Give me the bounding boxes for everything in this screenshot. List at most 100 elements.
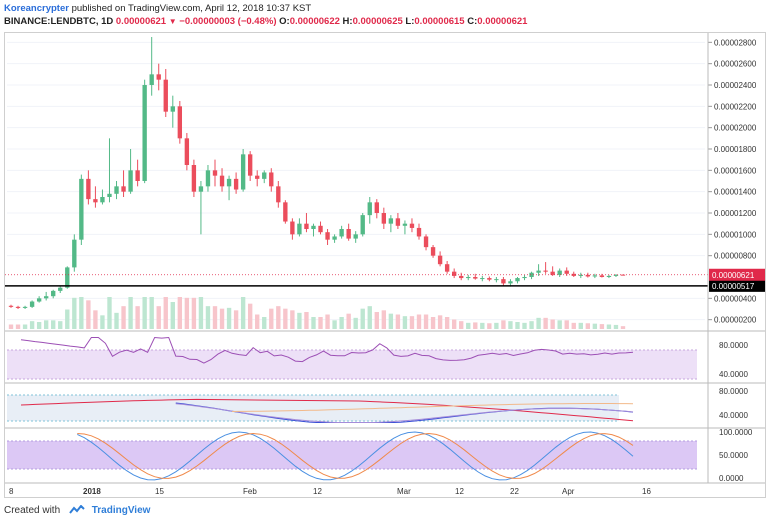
candle-body [269, 172, 274, 187]
indicator-pane[interactable]: 80.0000 40.0000 [5, 382, 765, 423]
time-axis-label: 8 [9, 487, 14, 496]
candle-body [198, 186, 204, 192]
volume-bar [353, 317, 358, 329]
candle-body [564, 270, 569, 274]
chart-canvas[interactable]: 0.00000517 0.00000621 0.00002800 0.0000260… [5, 33, 765, 497]
candle-body [191, 165, 197, 192]
horizontal-lines[interactable]: 0.00000517 0.00000621 [5, 268, 765, 292]
candle-body [22, 306, 28, 308]
candle-body [255, 175, 260, 179]
published-text: published on TradingView.com, April 12, … [71, 3, 312, 14]
volume-bar [262, 317, 267, 329]
candle-body [135, 170, 140, 181]
candle-body [107, 193, 112, 197]
time-axis-label: 22 [510, 487, 519, 496]
volume-bar [86, 300, 91, 329]
volume-bar [466, 322, 471, 329]
volume-bar [374, 312, 379, 329]
volume-bar [128, 297, 133, 329]
tradingview-logo-icon [69, 505, 85, 514]
volume-bar [29, 321, 35, 329]
candle-body [451, 271, 457, 276]
indicator-orange-line [232, 403, 634, 412]
price-tick-label: 0.00000200 [714, 316, 757, 325]
candle-body [262, 172, 267, 179]
candle-body [381, 213, 387, 224]
candle-body [311, 225, 316, 229]
volume-bar [430, 317, 436, 329]
footer: Created with TradingView [4, 503, 150, 519]
volume-bar [240, 297, 246, 329]
created-with-label: Created with [4, 505, 61, 516]
volume-bar [346, 313, 351, 329]
indicator-band [7, 395, 619, 421]
volume-bar [212, 306, 218, 329]
candle-body [494, 279, 499, 281]
stoch-d-line [77, 432, 634, 479]
price-tick-label: 0.00000400 [714, 294, 757, 303]
volume-bar [8, 324, 14, 329]
volume-bar [142, 297, 147, 329]
author-link[interactable]: Koreancrypter [4, 3, 69, 14]
candle-body [100, 197, 105, 203]
volume-bar [283, 308, 288, 329]
chart-area[interactable]: 0.00000517 0.00000621 0.00002800 0.0000260… [4, 32, 766, 498]
candle-body [480, 278, 485, 280]
volume-bar [606, 324, 612, 329]
hline-price-label: 0.00000517 [712, 282, 755, 291]
time-axis[interactable]: 8 2018 15 Feb 12 Mar 12 22 Apr 16 [9, 487, 651, 496]
volume-bar [585, 323, 591, 329]
candle-body [86, 178, 91, 200]
ohlc-legend: BINANCE:LENDBTC, 1D 0.00000621 ▼ −0.0000… [4, 15, 764, 28]
volume-bar [219, 308, 225, 329]
candle-body [613, 274, 619, 276]
candle-body [114, 186, 119, 194]
candle-body [79, 178, 84, 240]
volume-bar [93, 310, 98, 329]
volume-bar [149, 297, 154, 329]
volume-bar [409, 316, 415, 329]
candle-body [290, 221, 295, 235]
candle-body [571, 273, 576, 276]
tradingview-brand-link[interactable]: TradingView [91, 505, 151, 516]
candle-body [360, 215, 365, 235]
price-tick-label: 0.00001000 [714, 230, 757, 239]
volume-bar [198, 297, 204, 329]
candle-body [58, 287, 63, 291]
candle-body [240, 154, 246, 190]
candle-body [226, 178, 232, 187]
indicator-red-line [20, 398, 634, 422]
price-tick-label: 0.00002200 [714, 102, 757, 111]
volume-bar [184, 297, 190, 329]
price-axis[interactable]: 0.00002800 0.00002600 0.00002400 0.00002200… [708, 38, 757, 325]
volume-bar [423, 314, 429, 329]
volume-bar [72, 297, 77, 329]
candle-body [15, 306, 21, 308]
candle-body [353, 234, 358, 239]
volume-bar [494, 322, 499, 329]
stoch-rsi-pane[interactable]: 100.0000 50.0000 0.0000 [5, 427, 765, 483]
grid-lines [7, 41, 705, 321]
time-axis-label: 12 [455, 487, 464, 496]
candle-body [163, 79, 168, 112]
candle-body [36, 298, 42, 302]
rsi-pane[interactable]: 80.0000 40.0000 [5, 330, 765, 380]
volume-bar [402, 316, 408, 329]
candle-body [149, 74, 154, 85]
volume-bar [529, 321, 534, 329]
volume-bar [121, 306, 126, 329]
candle-body [121, 186, 126, 192]
volume-bar [100, 315, 105, 329]
volume-bar [276, 306, 281, 329]
volume-bar [114, 312, 119, 329]
candle-body [585, 274, 591, 277]
candle-body [522, 277, 527, 279]
stoch-k-line [77, 431, 634, 481]
symbol-label[interactable]: BINANCE:LENDBTC, 1D [4, 16, 114, 27]
volume-bar [459, 321, 464, 329]
volume-bar [325, 314, 330, 329]
volume-bar [550, 319, 555, 329]
volume-bar [501, 320, 506, 329]
volume-bar [487, 323, 492, 329]
price-tick-label: 0.00002000 [714, 124, 757, 133]
